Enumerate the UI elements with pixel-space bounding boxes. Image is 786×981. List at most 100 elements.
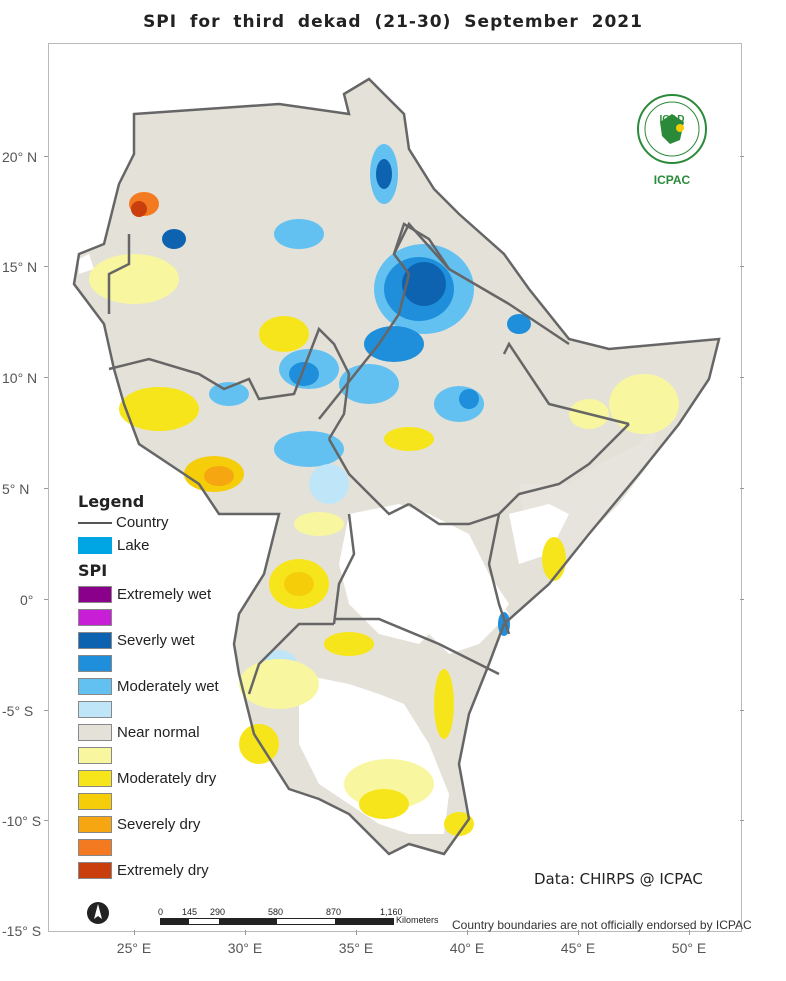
lat-label: 20° N — [2, 149, 38, 165]
dry-patch — [542, 537, 566, 581]
legend-class-label: Extremely wet — [117, 586, 212, 603]
wet-patch — [162, 229, 186, 249]
spi-legend-title: SPI — [78, 561, 108, 580]
legend-swatch — [78, 839, 112, 856]
spi-map — [72, 77, 721, 856]
country-line-swatch — [78, 521, 112, 524]
icpac-logo: IGAD ICPAC — [630, 92, 714, 188]
logo-top-text: IGAD — [659, 114, 685, 125]
map-title: SPI for third dekad (21-30) September 20… — [143, 12, 643, 32]
dry-patch — [204, 466, 234, 486]
scale-tick: 145 — [182, 907, 198, 917]
map-legend: Legend Country Lake SPI Extremely wet Sev… — [78, 492, 248, 882]
legend-class-label: Moderately dry — [117, 770, 217, 787]
dry-patch — [294, 512, 344, 536]
uganda-border — [332, 513, 356, 625]
dry-patch — [384, 427, 434, 451]
ss-kenya-border — [327, 438, 410, 516]
dry-patch — [444, 812, 474, 836]
legend-swatch — [78, 678, 112, 695]
logo-bottom-text: ICPAC — [653, 173, 691, 187]
legend-class-row: Extremely dry — [78, 859, 248, 882]
lon-label: 40° E — [449, 940, 485, 956]
somalia-kenya — [487, 513, 511, 635]
somalia-border — [502, 341, 630, 426]
legend-swatch — [78, 793, 112, 810]
legend-class-row — [78, 744, 248, 767]
scale-bar: 0 145 290 580 870 1,160 Kilometers — [158, 903, 458, 933]
wet-patch — [376, 159, 392, 189]
wet-patch — [274, 431, 344, 467]
legend-class-row — [78, 652, 248, 675]
dry-patch — [89, 254, 179, 304]
scale-ticks: 0 145 290 580 870 1,160 — [158, 907, 408, 917]
dry-patch — [359, 789, 409, 819]
spi-classes: Extremely wet Severly wet Moderately wet Ne… — [78, 583, 248, 882]
igad-emblem-icon — [637, 94, 707, 164]
disclaimer-text: Country boundaries are not officially en… — [452, 918, 752, 932]
lat-label: -10° S — [2, 813, 42, 829]
legend-lake-label: Lake — [117, 537, 150, 554]
wet-patch — [274, 219, 324, 249]
dry-patch — [434, 669, 454, 739]
dry-patch — [324, 632, 374, 656]
wet-patch — [364, 326, 424, 362]
legend-class-row — [78, 790, 248, 813]
legend-class-label: Extremely dry — [117, 862, 209, 879]
legend-swatch — [78, 862, 112, 879]
nodata-east-drc — [429, 584, 509, 644]
legend-class-row — [78, 836, 248, 859]
lake-swatch — [78, 537, 112, 554]
dry-patch — [284, 572, 314, 596]
legend-swatch — [78, 816, 112, 833]
legend-class-label: Severely dry — [117, 816, 201, 833]
legend-class-row: Moderately wet — [78, 675, 248, 698]
lat-label: 0° — [20, 592, 34, 608]
dry-patch — [259, 316, 309, 352]
legend-title: Legend — [78, 492, 145, 511]
lat-label: -15° S — [2, 923, 42, 939]
map-frame — [48, 43, 742, 932]
lon-label: 25° E — [116, 940, 152, 956]
lat-label: 5° N — [2, 481, 30, 497]
legend-class-row — [78, 606, 248, 629]
outer-boundary — [72, 77, 721, 856]
region-base — [74, 79, 719, 854]
scale-tick: 870 — [326, 907, 342, 917]
lat-label: 10° N — [2, 370, 38, 386]
dry-patch — [239, 659, 319, 709]
scale-tick: 0 — [158, 907, 164, 917]
legend-class-row: Extremely wet — [78, 583, 248, 606]
lon-label: 50° E — [671, 940, 707, 956]
legend-swatch — [78, 701, 112, 718]
legend-country-label: Country — [116, 514, 169, 531]
legend-class-label: Moderately wet — [117, 678, 219, 695]
nodata-drc — [79, 254, 94, 274]
legend-swatch — [78, 770, 112, 787]
eritrea-border — [392, 222, 451, 270]
sudan-north — [107, 234, 131, 314]
scale-tick: 1,160 — [380, 907, 403, 917]
scale-unit: Kilometers — [396, 915, 439, 925]
legend-lake: Lake — [78, 534, 248, 557]
dry-areas — [89, 192, 679, 836]
dry-patch — [119, 387, 199, 431]
legend-class-row: Severely dry — [78, 813, 248, 836]
lat-label: -5° S — [2, 703, 34, 719]
lon-label: 35° E — [338, 940, 374, 956]
nodata-somalia-white — [509, 504, 569, 564]
dry-patch — [131, 201, 147, 217]
legend-swatch — [78, 632, 112, 649]
legend-swatch — [78, 724, 112, 741]
wet-patch — [289, 362, 319, 386]
lat-label: 15° N — [2, 259, 38, 275]
wet-patch — [507, 314, 531, 334]
scale-graphic — [160, 918, 394, 925]
ethiopia-kenya — [408, 423, 630, 526]
legend-swatch — [78, 586, 112, 603]
north-arrow-icon — [87, 902, 109, 924]
legend-swatch — [78, 609, 112, 626]
scale-tick: 290 — [210, 907, 226, 917]
legend-swatch — [78, 747, 112, 764]
lon-label: 45° E — [560, 940, 596, 956]
